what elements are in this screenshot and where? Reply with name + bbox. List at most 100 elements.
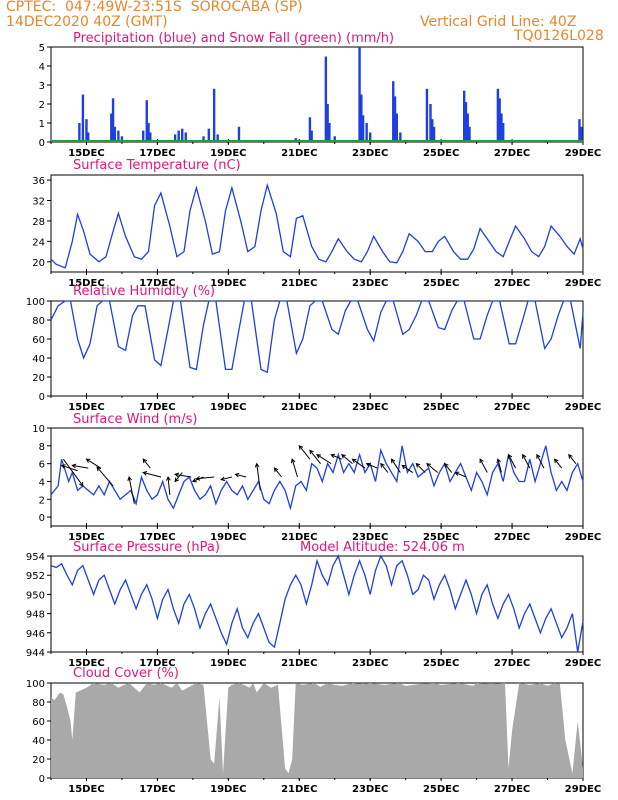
wind-arrow <box>235 473 247 478</box>
precip-xtick-label: 21DEC <box>281 148 317 159</box>
rh-ytick-label: 20 <box>32 373 45 384</box>
rh-xtick-label: 25DEC <box>423 402 459 413</box>
wind-arrow-head <box>341 454 346 459</box>
precip-bar <box>142 130 145 142</box>
rh-xtick-label: 15DEC <box>68 402 104 413</box>
precip-ytick-label: 3 <box>39 81 45 92</box>
wind-arrow-head <box>142 471 148 476</box>
wind-arrow-head <box>454 471 460 476</box>
rh-xtick-label: 27DEC <box>494 402 530 413</box>
pres-xtick-label: 21DEC <box>281 658 317 669</box>
temp-xtick-label: 29DEC <box>565 278 601 289</box>
precip-bar <box>113 126 117 142</box>
precip-xtick-label: 19DEC <box>210 148 246 159</box>
temp-ytick-label: 28 <box>32 217 45 228</box>
temp-xtick-label: 27DEC <box>494 278 530 289</box>
rh-ytick-label: 0 <box>39 392 45 403</box>
wind-arrow <box>455 472 467 478</box>
temp-xtick-label: 19DEC <box>210 278 246 289</box>
precip-ytick-label: 0 <box>39 138 45 149</box>
wind-series-line <box>50 445 584 511</box>
rh-xtick-label: 29DEC <box>565 402 601 413</box>
wind-arrow-head <box>365 462 371 468</box>
precip-bar <box>464 102 468 142</box>
precip-bar <box>149 132 152 142</box>
precip-bar <box>328 123 331 142</box>
precip-bar <box>181 128 184 142</box>
precip-xtick-label: 17DEC <box>139 148 175 159</box>
wind-arrow <box>63 458 84 487</box>
wind-xtick-label: 27DEC <box>494 532 530 543</box>
precip-bar <box>431 119 434 142</box>
precip-bar <box>502 123 505 142</box>
cloud-title: Cloud Cover (%) <box>73 666 179 681</box>
header-location: CPTEC: 047:49W-23:51S SOROCABA (SP) <box>6 0 303 15</box>
precip-bar <box>500 113 503 142</box>
rh-ytick-label: 60 <box>32 335 45 346</box>
wind-xtick-label: 23DEC <box>352 532 388 543</box>
precip-bar <box>177 130 180 142</box>
rh-ytick-label: 100 <box>26 297 45 308</box>
wind-xtick-label: 19DEC <box>210 532 246 543</box>
precip-bar <box>425 88 429 142</box>
pres-xtick-label: 19DEC <box>210 658 246 669</box>
cloud-ytick-label: 40 <box>32 736 45 747</box>
wind-arrow <box>72 464 89 469</box>
precip-bar <box>361 115 365 142</box>
wind-arrow <box>508 454 517 469</box>
precip-bar <box>498 98 501 142</box>
wind-arrow <box>380 463 389 473</box>
wind-arrow-head <box>568 453 573 459</box>
rh-ytick-label: 80 <box>32 316 45 327</box>
wind-arrow <box>128 476 135 504</box>
precip-bar <box>207 128 211 142</box>
pres-xtick-label: 25DEC <box>423 658 459 669</box>
wind-xtick-label: 25DEC <box>423 532 459 543</box>
wind-arrow-head <box>273 467 279 473</box>
wind-arrow <box>86 458 101 469</box>
wind-arrow-head <box>60 464 66 469</box>
precip-bar <box>184 132 187 142</box>
wind-arrow-head <box>390 458 396 464</box>
wind-arrow <box>444 463 453 473</box>
precip-bar <box>110 113 113 142</box>
precip-bar <box>392 81 395 142</box>
wind-arrow-head <box>290 458 296 464</box>
rh-series-line <box>50 300 584 374</box>
pres-series-line <box>50 554 584 653</box>
wind-arrow <box>554 458 563 469</box>
precip-bar <box>202 136 205 142</box>
wind-arrow-head <box>96 466 102 472</box>
wind-arrow-head <box>71 463 77 469</box>
precip-bar <box>308 117 312 142</box>
precip-bar <box>117 130 120 142</box>
cloud-xtick-label: 23DEC <box>352 784 388 795</box>
wind-arrow <box>143 472 162 478</box>
wind-arrow-head <box>479 458 484 464</box>
wind-arrow <box>415 463 426 473</box>
precip-bar <box>432 126 436 142</box>
precip-ytick-label: 4 <box>39 62 45 73</box>
precip-bar <box>360 94 363 142</box>
pres-ytick-label: 950 <box>26 590 45 601</box>
temp-ytick-label: 24 <box>32 237 45 248</box>
wind-arrow-head <box>309 449 314 455</box>
pres-subtitle: Model Altitude: 524.06 m <box>300 540 465 555</box>
wind-arrow-head <box>191 478 197 483</box>
wind-arrow <box>61 464 78 472</box>
precip-bar <box>365 123 368 142</box>
wind-arrow-head <box>234 472 240 478</box>
precip-bar <box>145 100 148 142</box>
wind-arrow-head <box>507 453 513 459</box>
header-date: 14DEC2020 40Z (GMT) <box>6 14 168 30</box>
header-model-id: TQ0126L028 <box>514 28 604 44</box>
wind-xtick-label: 17DEC <box>139 532 175 543</box>
wind-arrow <box>96 466 114 487</box>
pres-ytick-label: 944 <box>26 648 45 659</box>
precip-bar <box>580 126 583 142</box>
precip-bar <box>87 132 90 142</box>
wind-arrow <box>142 458 151 469</box>
cloud-xtick-label: 15DEC <box>68 784 104 795</box>
precip-ytick-label: 5 <box>39 43 45 54</box>
